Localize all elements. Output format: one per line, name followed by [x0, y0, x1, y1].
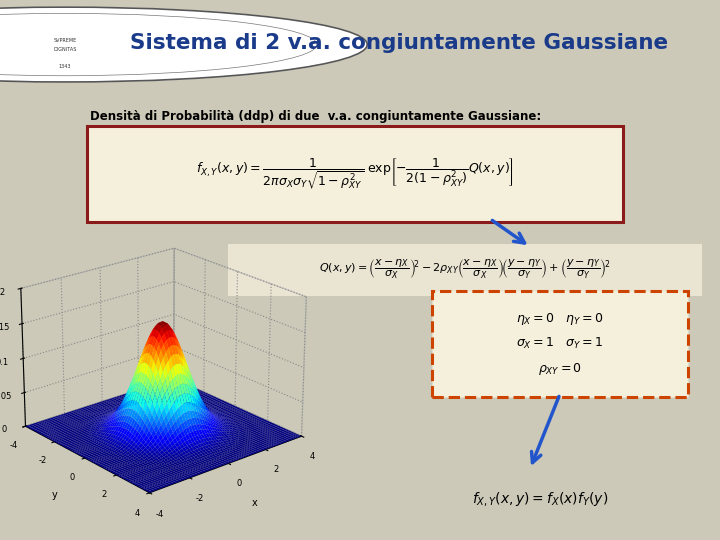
Text: $\eta_X = 0 \quad \eta_Y = 0$: $\eta_X = 0 \quad \eta_Y = 0$: [516, 311, 604, 327]
Text: DIGNITAS: DIGNITAS: [53, 46, 76, 51]
Text: 1343: 1343: [58, 64, 71, 69]
Text: $\rho_{XY} = 0$: $\rho_{XY} = 0$: [538, 361, 582, 377]
Text: Sistema di 2 v.a. congiuntamente Gaussiane: Sistema di 2 v.a. congiuntamente Gaussia…: [130, 33, 667, 53]
Text: $f_{X,Y}(x,y) = f_X(x)f_Y(y)$: $f_{X,Y}(x,y) = f_X(x)f_Y(y)$: [472, 490, 608, 508]
Text: SVPREME: SVPREME: [53, 38, 76, 43]
FancyBboxPatch shape: [432, 291, 688, 397]
FancyBboxPatch shape: [87, 126, 623, 222]
Text: $\sigma_X = 1 \quad \sigma_Y = 1$: $\sigma_X = 1 \quad \sigma_Y = 1$: [516, 336, 604, 352]
Text: $Q(x,y)=\left(\dfrac{x-\eta_X}{\sigma_X}\right)^{\!2}-2\rho_{XY}\left(\dfrac{x-\: $Q(x,y)=\left(\dfrac{x-\eta_X}{\sigma_X}…: [319, 258, 611, 281]
Circle shape: [0, 7, 367, 82]
X-axis label: x: x: [251, 498, 257, 508]
FancyBboxPatch shape: [228, 244, 702, 296]
Text: Densità di Probabilità (ddp) di due  v.a. congiuntamente Gaussiane:: Densità di Probabilità (ddp) di due v.a.…: [90, 110, 541, 123]
Y-axis label: y: y: [52, 490, 58, 500]
Text: $f_{X,Y}(x,y) = \dfrac{1}{2\pi\sigma_X\sigma_Y\sqrt{1-\rho_{XY}^2}}\;\exp\!\left: $f_{X,Y}(x,y) = \dfrac{1}{2\pi\sigma_X\s…: [196, 157, 514, 191]
